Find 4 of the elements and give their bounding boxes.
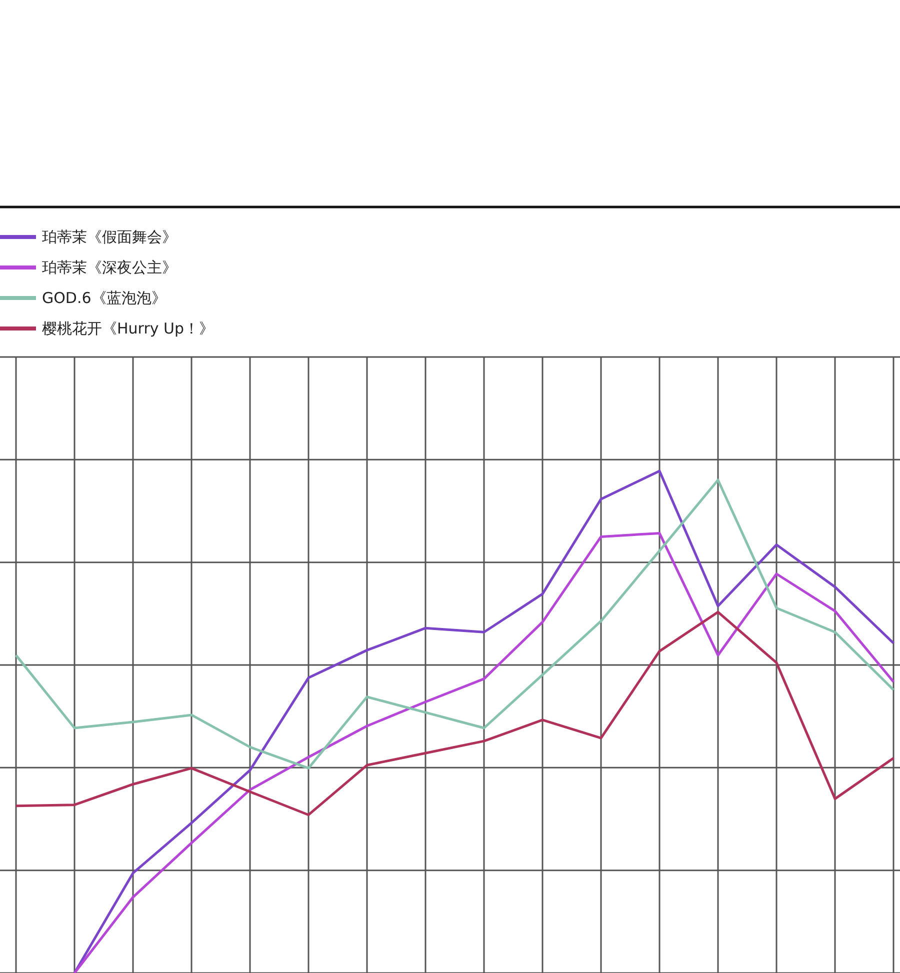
- legend-label: 珀蒂茉《假面舞会》: [42, 228, 177, 246]
- legend-label: 樱桃花开《Hurry Up！》: [42, 320, 214, 338]
- legend-label: 珀蒂茉《深夜公主》: [42, 258, 177, 276]
- legend-label: GOD.6《蓝泡泡》: [42, 289, 166, 307]
